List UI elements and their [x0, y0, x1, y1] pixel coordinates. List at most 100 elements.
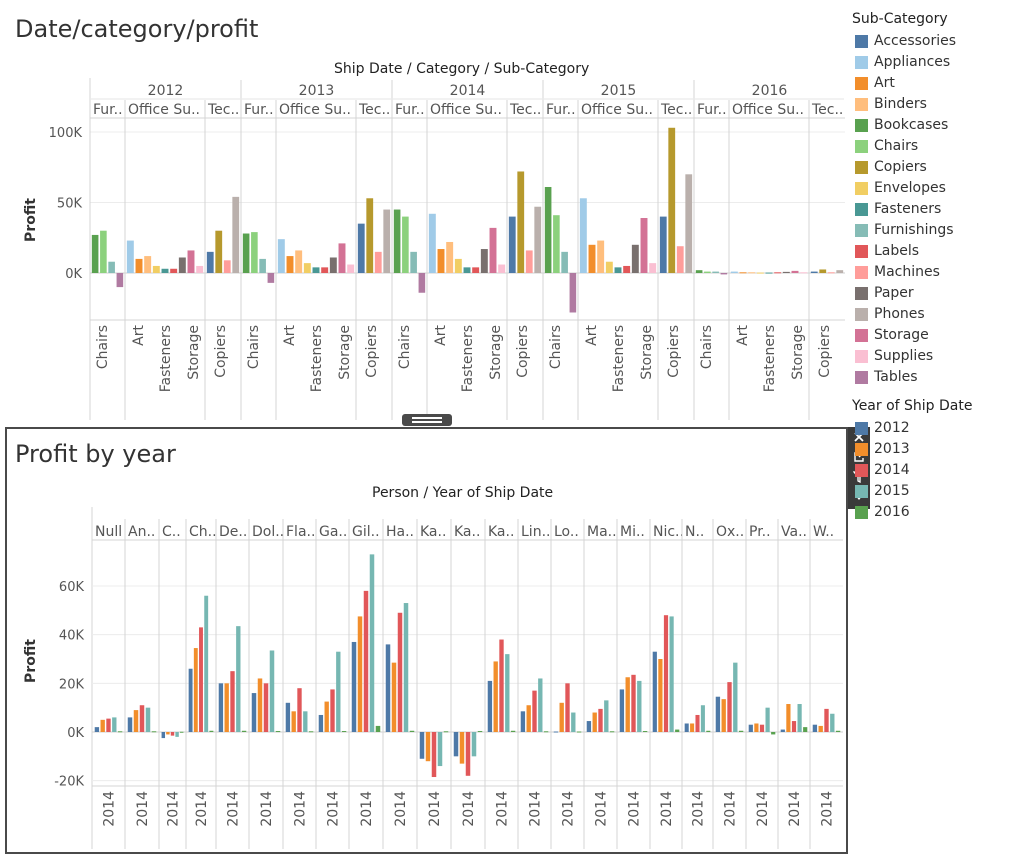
bottom-y-tick-label: -20K [54, 775, 84, 790]
subcategory-legend-item[interactable]: Storage [855, 325, 929, 345]
top-bar [640, 218, 648, 273]
top-bar [659, 216, 667, 273]
bottom-bar [505, 654, 510, 732]
resize-handle[interactable] [402, 414, 452, 426]
subcategory-legend-item[interactable]: Accessories [855, 31, 956, 51]
top-bar [597, 240, 605, 273]
bottom-bar [453, 732, 459, 757]
subcategory-legend-item[interactable]: Appliances [855, 52, 950, 72]
bottom-bar [675, 729, 680, 732]
bottom-person-header: Pr.. [749, 524, 771, 540]
bottom-person-header: Ma.. [587, 524, 617, 540]
bottom-chart-header-title: Person / Year of Ship Date [372, 485, 554, 501]
bottom-x-tick-label: 2014 [359, 791, 375, 827]
bottom-x-tick-label: 2014 [194, 791, 210, 827]
subcategory-legend-item[interactable]: Labels [855, 241, 919, 261]
bottom-bar [204, 595, 209, 732]
year-legend-item[interactable]: 2012 [855, 418, 910, 438]
top-chart-header-title: Ship Date / Category / Sub-Category [334, 61, 590, 77]
subcategory-legend-item[interactable]: Binders [855, 94, 927, 114]
top-bar [383, 209, 391, 273]
bottom-bar [127, 717, 133, 732]
year-legend-item[interactable]: 2015 [855, 481, 910, 501]
bottom-bar [275, 731, 281, 733]
top-chart[interactable]: 100K 50K 0K Profit 2012 Fur.. Office Su.. Tec..… [0, 0, 845, 420]
bottom-person-header: Ka.. [454, 524, 480, 540]
year-legend-label: 2016 [874, 504, 910, 520]
subcategory-legend-item[interactable]: Tables [855, 367, 918, 387]
top-category-header: Fur.. [244, 102, 274, 118]
top-bar [357, 223, 365, 273]
bottom-bar [642, 731, 648, 733]
top-year-header: 2014 [450, 83, 486, 99]
bottom-x-tick-label: 2014 [135, 791, 151, 827]
bottom-person-header: Va.. [781, 524, 807, 540]
bottom-person-header: Ka.. [420, 524, 446, 540]
bottom-bar [565, 683, 570, 732]
bottom-bar [812, 724, 818, 732]
year-legend-item[interactable]: 2013 [855, 439, 910, 459]
year-legend-item[interactable]: 2016 [855, 502, 910, 522]
subcategory-legend-label: Tables [874, 369, 918, 385]
subcategory-legend-item[interactable]: Fasteners [855, 199, 941, 219]
top-x-tick-label: Chairs [699, 325, 715, 369]
subcategory-legend-item[interactable]: Furnishings [855, 220, 954, 240]
bottom-bar [652, 651, 657, 732]
subcategory-legend-item[interactable]: Paper [855, 283, 914, 303]
top-bar [720, 273, 728, 275]
top-x-tick-label: Chairs [246, 325, 262, 369]
subcategory-legend-item[interactable]: Art [855, 73, 895, 93]
top-y-tick-label: 0K [65, 267, 82, 282]
subcategory-legend-swatch [855, 139, 868, 153]
subcategory-legend-item[interactable]: Chairs [855, 136, 918, 156]
bottom-person-header: Lo.. [554, 524, 579, 540]
top-bar [206, 251, 214, 273]
bottom-bar [663, 615, 669, 732]
top-x-tick-label: Copiers [817, 325, 833, 378]
bottom-bar [145, 707, 151, 732]
bottom-bar [431, 732, 437, 778]
bottom-bar [263, 683, 269, 732]
bottom-bar [553, 731, 559, 733]
bottom-x-tick-label: 2014 [627, 791, 643, 827]
top-bar [196, 265, 204, 273]
bottom-chart[interactable]: 60K 40K 20K 0K -20K Profit Null 2014 An.. 2014 C..… [7, 429, 846, 852]
bottom-bar [771, 732, 776, 735]
top-x-tick-label: Copiers [364, 325, 380, 378]
top-x-tick-label: Chairs [95, 325, 111, 369]
bottom-x-tick-label: 2014 [166, 791, 182, 827]
subcategory-legend-swatch [855, 349, 868, 363]
subcategory-legend-label: Bookcases [874, 117, 949, 133]
bottom-bar [532, 690, 537, 732]
year-legend-item[interactable]: 2014 [855, 460, 910, 480]
top-bar [489, 227, 497, 273]
subcategory-legend-item[interactable]: Copiers [855, 157, 927, 177]
subcategory-legend-swatch [855, 76, 868, 90]
top-bar [410, 251, 417, 273]
subcategory-legend-item[interactable]: Supplies [855, 346, 933, 366]
year-legend-swatch [855, 463, 868, 477]
profit-by-year-panel[interactable]: Profit by year Person / Year of Ship Dat… [5, 427, 848, 854]
top-bar [393, 209, 401, 273]
bottom-bar [493, 661, 498, 732]
top-bar [402, 216, 409, 273]
bottom-bar [684, 723, 689, 732]
top-y-axis-label: Profit [23, 198, 39, 242]
bottom-person-header: Ga.. [319, 524, 347, 540]
subcategory-legend-item[interactable]: Bookcases [855, 115, 948, 135]
bottom-x-tick-label: 2014 [787, 791, 803, 827]
subcategory-legend-item[interactable]: Envelopes [855, 178, 946, 198]
bottom-x-tick-label: 2014 [820, 791, 836, 827]
bottom-bar [609, 731, 615, 733]
bottom-y-tick-label: 40K [59, 629, 85, 644]
bottom-y-tick-label: 60K [59, 580, 85, 595]
top-bar [614, 267, 622, 273]
subcategory-legend-item[interactable]: Machines [855, 262, 940, 282]
top-bar [303, 263, 311, 273]
top-bar [277, 239, 285, 273]
subcategory-legend-item[interactable]: Phones [855, 304, 925, 324]
bottom-bar [218, 683, 224, 732]
top-bar [553, 215, 560, 273]
bottom-bar [510, 730, 516, 732]
top-bar [418, 273, 426, 293]
